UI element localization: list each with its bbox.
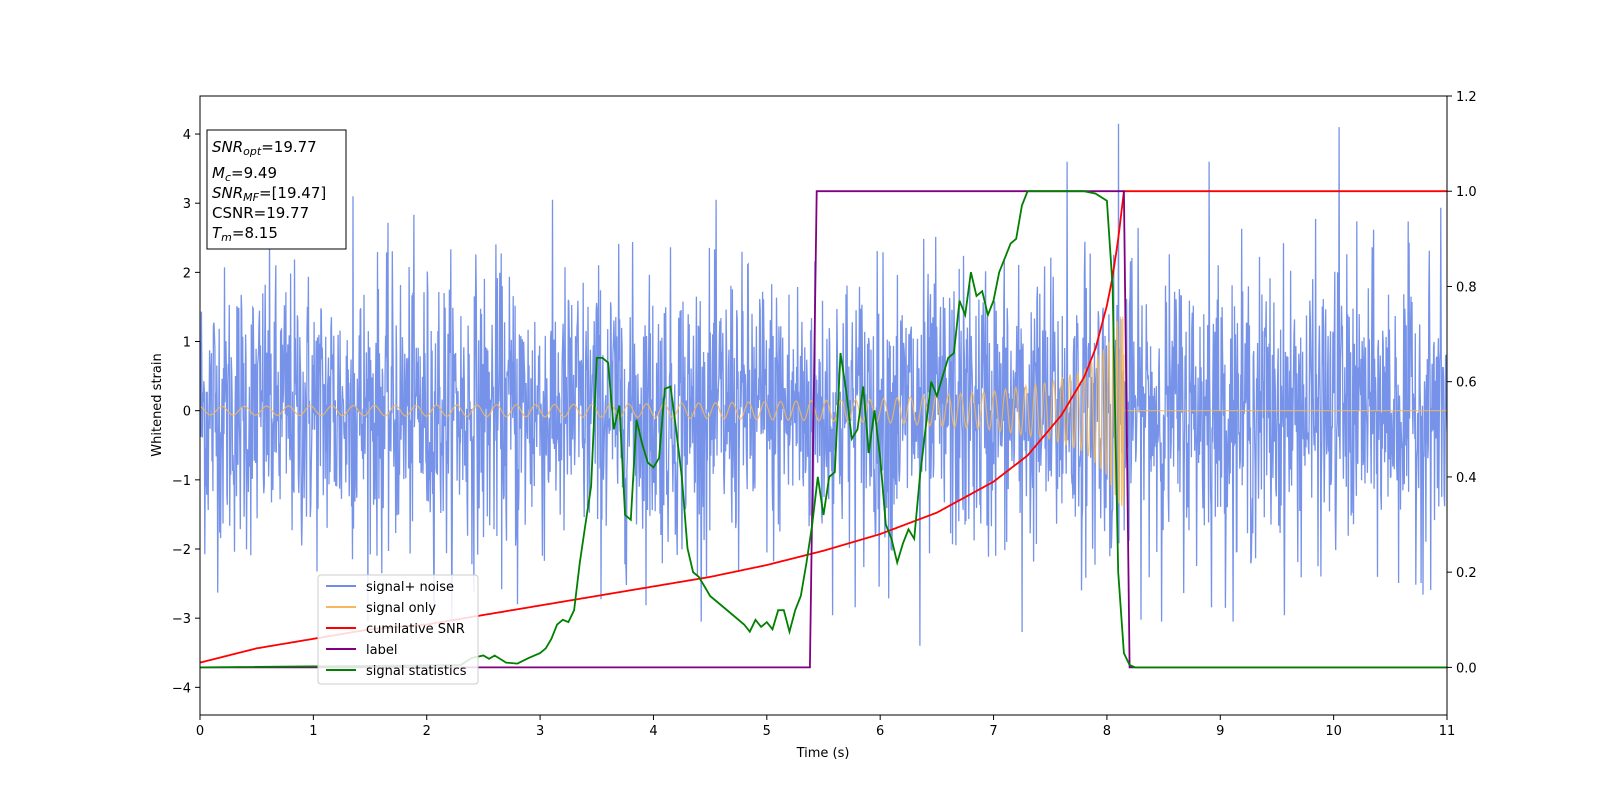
y-tick-label: −2	[172, 543, 191, 558]
legend-frame	[317, 574, 479, 685]
y-tick-label: 3	[183, 197, 191, 212]
x-tick-label: 1	[309, 724, 317, 739]
x-tick-label: 6	[876, 724, 884, 739]
info-box: SNRopt=19.77 Mc=9.49 SNRMF=[19.47] CSNR=…	[206, 129, 347, 250]
x-tick-label: 9	[1216, 724, 1224, 739]
y-tick-label: −3	[172, 612, 191, 627]
legend-label-cumilative-snr: cumilative SNR	[366, 622, 465, 637]
info-csnr: CSNR=19.77	[212, 204, 309, 222]
info-mc: Mc=9.49	[212, 164, 277, 184]
x-tick-label: 4	[649, 724, 657, 739]
y-tick-label: 4	[183, 128, 191, 143]
series-signal-noise	[200, 123, 1447, 646]
y-tick-label: −4	[172, 681, 191, 696]
y2-tick-label: 1.0	[1456, 185, 1477, 200]
x-tick-label: 7	[989, 724, 997, 739]
x-tick-label: 2	[423, 724, 431, 739]
y2-tick-label: 0.2	[1456, 566, 1477, 581]
y-tick-label: 2	[183, 266, 191, 281]
x-tick-label: 11	[1439, 724, 1456, 739]
y-tick-label: 1	[183, 336, 191, 351]
y-axis-label: Whitened strain	[150, 353, 165, 456]
y2-tick-label: 0.8	[1456, 280, 1477, 295]
legend-label-signal-only: signal only	[366, 601, 436, 616]
legend: signal+ noise signal only cumilative SNR la…	[317, 574, 479, 685]
y2-tick-label: 0.4	[1456, 471, 1477, 486]
info-tm: Tm=8.15	[212, 224, 278, 244]
info-box-frame	[206, 129, 347, 250]
series-signal-only	[200, 316, 1447, 508]
y2-tick-label: 0.0	[1456, 661, 1477, 676]
y-tick-label: −1	[172, 474, 191, 489]
x-axis-label: Time (s)	[796, 746, 850, 761]
x-tick-label: 8	[1103, 724, 1111, 739]
legend-label-label: label	[366, 643, 397, 658]
y-tick-label: 0	[183, 405, 191, 420]
axes-layer: 0 1 2 3 4 5 6 7 8 9 10 11 −4 −3 −2 −1 0 1 2 3 4 0.0 0.2 0.4 0.6 0…	[172, 90, 1477, 739]
info-snr-opt: SNRopt=19.77	[212, 138, 317, 158]
legend-items: signal+ noise signal only cumilative SNR la…	[326, 580, 467, 679]
plot-frame	[199, 95, 1448, 716]
x-tick-label: 3	[536, 724, 544, 739]
x-tick-label: 10	[1325, 724, 1342, 739]
info-snr-mf: SNRMF=[19.47]	[212, 184, 326, 204]
series-signal-statistics	[200, 190, 1447, 669]
y2-tick-label: 1.2	[1456, 90, 1477, 105]
x-tick-label: 0	[196, 724, 204, 739]
legend-label-signal-statistics: signal statistics	[366, 664, 467, 679]
y2-tick-label: 0.6	[1456, 376, 1477, 391]
legend-label-signal-noise: signal+ noise	[366, 580, 454, 595]
x-tick-label: 5	[763, 724, 771, 739]
